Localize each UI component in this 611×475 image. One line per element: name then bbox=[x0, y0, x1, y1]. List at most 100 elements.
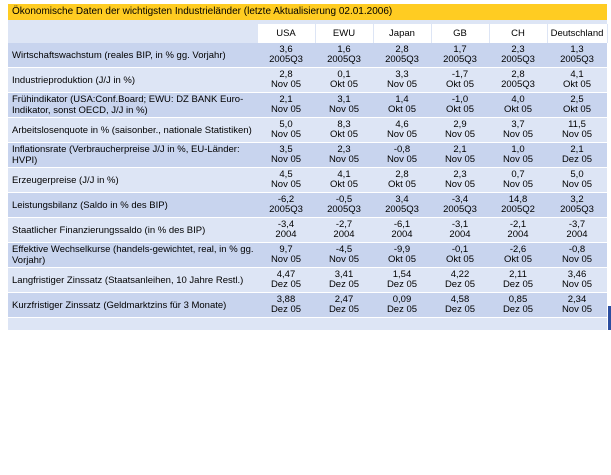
value-cell: -6,2 2005Q3 bbox=[257, 192, 315, 218]
cell-value: -4,5 bbox=[335, 243, 353, 255]
cell-period: 2005Q3 bbox=[443, 54, 477, 65]
cell-period: Nov 05 bbox=[270, 154, 302, 165]
value-cell: -6,1 2004 bbox=[373, 217, 431, 243]
cell-period: 2005Q3 bbox=[269, 204, 303, 215]
cell-value: 2,8 bbox=[511, 68, 525, 80]
cell-value: 2,5 bbox=[570, 93, 584, 105]
value-cell: 1,6 2005Q3 bbox=[315, 43, 373, 68]
cell-period: Nov 05 bbox=[444, 154, 476, 165]
cell-period: Dez 05 bbox=[444, 304, 476, 315]
cell-value: 1,7 bbox=[453, 43, 467, 55]
value-cell: 3,7 Nov 05 bbox=[489, 117, 547, 143]
value-cell: -4,5 Nov 05 bbox=[315, 242, 373, 268]
cell-period: 2005Q3 bbox=[560, 54, 594, 65]
value-cell: -3,1 2004 bbox=[431, 217, 489, 243]
cell-value: 2,34 bbox=[567, 293, 587, 305]
cell-value: -3,7 bbox=[568, 218, 586, 230]
cell-value: 3,2 bbox=[570, 193, 584, 205]
cell-period: Nov 05 bbox=[444, 179, 476, 190]
cell-period: Okt 05 bbox=[388, 104, 416, 115]
value-cell: -2,6 Okt 05 bbox=[489, 242, 547, 268]
cell-value: -2,1 bbox=[509, 218, 527, 230]
cell-period: Nov 05 bbox=[270, 254, 302, 265]
value-cell: 4,1 Okt 05 bbox=[315, 167, 373, 193]
cell-period: Okt 05 bbox=[388, 254, 416, 265]
cell-period: Dez 05 bbox=[561, 154, 593, 165]
cell-period: Nov 05 bbox=[502, 154, 534, 165]
value-cell: 2,8 2005Q3 bbox=[373, 43, 431, 68]
cell-period: Nov 05 bbox=[386, 129, 418, 140]
row-label: Industrieproduktion (J/J in %) bbox=[8, 67, 257, 93]
value-cell: 0,1 Okt 05 bbox=[315, 67, 373, 93]
cell-period: Okt 05 bbox=[330, 79, 358, 90]
row-marker bbox=[608, 306, 611, 330]
value-cell: 2,3 Nov 05 bbox=[431, 167, 489, 193]
cell-period: Dez 05 bbox=[328, 304, 360, 315]
cell-value: 2,3 bbox=[453, 168, 467, 180]
cell-period: Dez 05 bbox=[270, 304, 302, 315]
cell-value: 4,5 bbox=[279, 168, 293, 180]
column-header-deutschland: Deutschland bbox=[547, 24, 608, 43]
value-cell: 1,0 Nov 05 bbox=[489, 142, 547, 168]
cell-period: Okt 05 bbox=[446, 79, 474, 90]
value-cell: -0,8 Nov 05 bbox=[547, 242, 607, 268]
cell-period: Nov 05 bbox=[270, 179, 302, 190]
table-row: Kurzfristiger Zinssatz (Geldmarktzins fü… bbox=[8, 292, 607, 318]
value-cell: 2,34 Nov 05 bbox=[547, 292, 607, 318]
cell-period: Nov 05 bbox=[561, 129, 593, 140]
cell-value: 1,0 bbox=[511, 143, 525, 155]
column-header-ewu: EWU bbox=[315, 24, 374, 43]
value-cell: 3,46 Nov 05 bbox=[547, 267, 607, 293]
value-cell: 2,1 Nov 05 bbox=[431, 142, 489, 168]
cell-period: Nov 05 bbox=[502, 129, 534, 140]
cell-period: Nov 05 bbox=[502, 179, 534, 190]
cell-period: 2005Q3 bbox=[385, 204, 419, 215]
table-row: Industrieproduktion (J/J in %) 2,8 Nov 05 0… bbox=[8, 67, 607, 93]
cell-period: Nov 05 bbox=[328, 154, 360, 165]
value-cell: 2,1 Nov 05 bbox=[257, 92, 315, 118]
cell-value: 2,1 bbox=[453, 143, 467, 155]
column-header-ch: CH bbox=[489, 24, 548, 43]
cell-period: 2005Q3 bbox=[269, 54, 303, 65]
cell-value: 2,8 bbox=[395, 43, 409, 55]
cell-value: 0,85 bbox=[508, 293, 528, 305]
cell-period: 2005Q3 bbox=[443, 204, 477, 215]
cell-value: 4,0 bbox=[511, 93, 525, 105]
cell-period: Dez 05 bbox=[328, 279, 360, 290]
value-cell: 2,3 Nov 05 bbox=[315, 142, 373, 168]
cell-period: 2005Q3 bbox=[560, 204, 594, 215]
cell-period: Okt 05 bbox=[446, 254, 474, 265]
value-cell: 8,3 Okt 05 bbox=[315, 117, 373, 143]
value-cell: 4,0 Okt 05 bbox=[489, 92, 547, 118]
cell-period: 2005Q3 bbox=[327, 204, 361, 215]
value-cell: 2,1 Dez 05 bbox=[547, 142, 607, 168]
cell-value: 2,47 bbox=[334, 293, 354, 305]
value-cell: 2,3 2005Q3 bbox=[489, 43, 547, 68]
value-cell: 3,1 Nov 05 bbox=[315, 92, 373, 118]
cell-value: 4,1 bbox=[570, 68, 584, 80]
cell-value: 1,54 bbox=[392, 268, 412, 280]
table-title: Ökonomische Daten der wichtigsten Indust… bbox=[8, 4, 607, 20]
value-cell: 1,7 2005Q3 bbox=[431, 43, 489, 68]
cell-period: Okt 05 bbox=[504, 104, 532, 115]
cell-period: Nov 05 bbox=[444, 129, 476, 140]
value-cell: -9,9 Okt 05 bbox=[373, 242, 431, 268]
row-label: Wirtschaftswachstum (reales BIP, in % gg… bbox=[8, 43, 257, 68]
cell-period: 2005Q3 bbox=[501, 79, 535, 90]
cell-value: 3,46 bbox=[567, 268, 587, 280]
cell-value: 4,22 bbox=[450, 268, 470, 280]
table-row: Staatlicher Finanzierungssaldo (in % des… bbox=[8, 217, 607, 243]
cell-period: Okt 05 bbox=[330, 129, 358, 140]
cell-period: Okt 05 bbox=[563, 104, 591, 115]
cell-period: Nov 05 bbox=[328, 254, 360, 265]
cell-period: Nov 05 bbox=[270, 104, 302, 115]
cell-period: Dez 05 bbox=[386, 279, 418, 290]
value-cell: 0,85 Dez 05 bbox=[489, 292, 547, 318]
value-cell: 11,5 Nov 05 bbox=[547, 117, 607, 143]
cell-period: 2005Q3 bbox=[501, 54, 535, 65]
cell-value: 4,47 bbox=[276, 268, 296, 280]
cell-value: 3,7 bbox=[511, 118, 525, 130]
cell-value: -3,4 bbox=[277, 218, 295, 230]
cell-value: 3,41 bbox=[334, 268, 354, 280]
cell-value: 11,5 bbox=[568, 118, 586, 130]
